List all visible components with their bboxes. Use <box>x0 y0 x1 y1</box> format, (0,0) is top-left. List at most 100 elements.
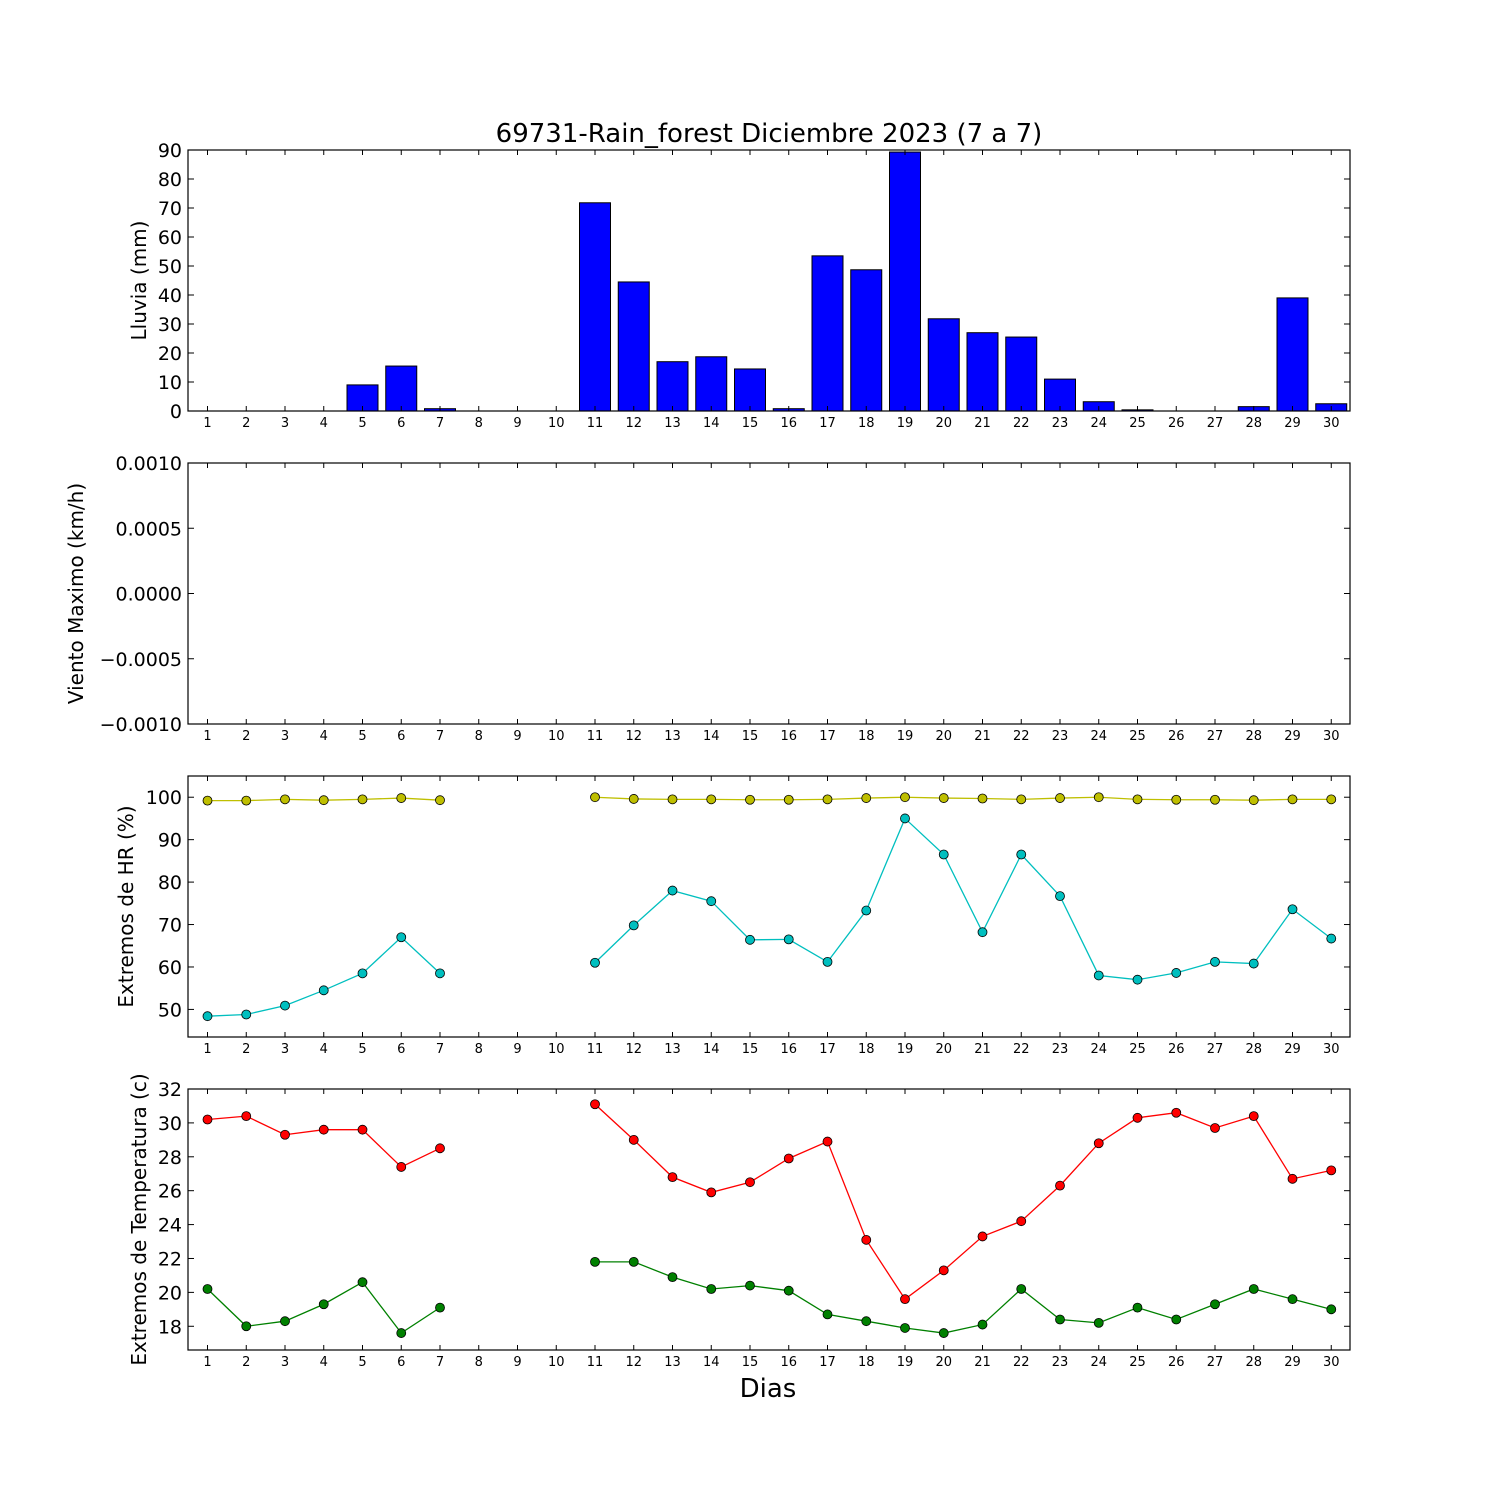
x-tick-label: 23 <box>1052 729 1069 744</box>
x-tick-label: 1 <box>203 1355 211 1370</box>
series-1-point-day-4 <box>318 795 329 806</box>
y-axis-label: Lluvia (mm) <box>127 221 151 341</box>
series-1-point-day-16 <box>783 1153 794 1164</box>
series-1-point-day-13 <box>667 794 678 805</box>
series-1-point-day-5 <box>357 1124 368 1135</box>
series-2-point-day-3 <box>280 1316 290 1327</box>
x-tick-label: 7 <box>436 729 444 744</box>
y-tick-label: 0 <box>170 401 182 423</box>
rain-bar-day-22 <box>1005 336 1038 412</box>
x-tick-label: 27 <box>1207 729 1224 744</box>
series-2-point-day-7 <box>435 1302 445 1313</box>
x-tick-label: 6 <box>397 1042 405 1057</box>
x-tick-label: 5 <box>358 1355 366 1370</box>
series-1-point-day-28 <box>1248 795 1259 806</box>
series-2-point-day-19 <box>900 1323 910 1333</box>
series-1-point-day-6 <box>396 793 407 803</box>
y-tick-label: −0.0010 <box>100 714 182 736</box>
y-axis-label: Viento Maximo (km/h) <box>64 483 88 704</box>
x-tick-label: 1 <box>203 729 211 744</box>
y-tick-label: 32 <box>158 1079 182 1101</box>
series-2-point-day-25 <box>1132 974 1143 985</box>
series-2-point-day-22 <box>1016 1284 1027 1294</box>
rain-bar-day-14 <box>695 356 728 412</box>
series-1-line-segment-2 <box>594 1103 1332 1301</box>
series-2-line-segment-2 <box>594 817 1332 981</box>
x-tick-label: 21 <box>974 1042 991 1057</box>
series-2-point-day-13 <box>667 1272 678 1283</box>
x-tick-label: 11 <box>587 416 604 431</box>
x-tick-label: 6 <box>397 729 405 744</box>
x-tick-label: 23 <box>1052 1355 1069 1370</box>
x-tick-label: 29 <box>1284 1355 1301 1370</box>
series-2-point-day-21 <box>977 927 988 938</box>
x-tick-label: 4 <box>320 1042 328 1057</box>
series-2-point-day-4 <box>318 1299 329 1310</box>
x-tick-label: 30 <box>1323 729 1340 744</box>
x-tick-label: 6 <box>397 416 405 431</box>
series-2-point-day-14 <box>706 896 717 907</box>
series-2-point-day-18 <box>861 1316 872 1327</box>
series-1-point-day-3 <box>280 1129 290 1140</box>
x-tick-label: 19 <box>897 729 914 744</box>
series-1-line-segment-1 <box>207 1115 441 1168</box>
x-tick-label: 2 <box>242 1042 250 1057</box>
rain-bar-day-23 <box>1044 378 1076 412</box>
series-2-point-day-11 <box>590 1256 600 1267</box>
rain-bar-day-20 <box>927 318 960 412</box>
series-1-point-day-19 <box>900 792 910 803</box>
x-tick-label: 11 <box>587 729 604 744</box>
rain-bar-day-18 <box>850 269 883 412</box>
x-tick-label: 18 <box>858 1355 875 1370</box>
y-tick-label: 60 <box>158 227 182 249</box>
y-tick-label: 50 <box>158 256 182 278</box>
series-1-point-day-20 <box>938 1265 949 1276</box>
x-tick-label: 28 <box>1245 1355 1262 1370</box>
x-tick-label: 26 <box>1168 729 1185 744</box>
series-2-point-day-15 <box>745 934 755 945</box>
series-2-point-day-2 <box>241 1321 252 1332</box>
x-tick-label: 5 <box>358 729 366 744</box>
x-tick-label: 10 <box>548 1042 565 1057</box>
series-2-point-day-26 <box>1171 968 1182 978</box>
x-tick-label: 28 <box>1245 416 1262 431</box>
series-1-point-day-11 <box>590 1099 600 1110</box>
y-tick-label: 90 <box>158 830 182 852</box>
y-tick-label: 60 <box>158 957 182 979</box>
series-2-point-day-19 <box>900 813 910 824</box>
x-tick-label: 27 <box>1207 416 1224 431</box>
series-1-point-day-2 <box>241 1111 252 1122</box>
series-1-point-day-2 <box>241 795 252 806</box>
x-tick-label: 29 <box>1284 416 1301 431</box>
x-tick-label: 7 <box>436 1355 444 1370</box>
x-tick-label: 20 <box>935 1355 952 1370</box>
x-tick-label: 22 <box>1013 416 1030 431</box>
series-1-point-day-26 <box>1171 794 1182 805</box>
series-1-point-day-21 <box>977 1231 988 1242</box>
y-tick-label: 26 <box>158 1181 182 1203</box>
x-tick-label: 8 <box>475 1042 483 1057</box>
y-tick-label: 90 <box>158 140 182 162</box>
series-2-point-day-25 <box>1132 1302 1143 1313</box>
x-tick-label: 20 <box>935 416 952 431</box>
y-tick-label: 40 <box>158 285 182 307</box>
y-tick-label: 24 <box>158 1215 182 1237</box>
series-1-point-day-1 <box>202 1114 213 1125</box>
series-2-point-day-21 <box>977 1319 988 1330</box>
series-2-point-day-18 <box>861 905 872 916</box>
x-tick-label: 24 <box>1090 416 1107 431</box>
x-tick-label: 2 <box>242 729 250 744</box>
y-tick-label: 28 <box>158 1147 182 1169</box>
x-tick-label: 6 <box>397 1355 405 1370</box>
y-tick-label: 80 <box>158 872 182 894</box>
x-tick-label: 11 <box>587 1355 604 1370</box>
series-1-point-day-25 <box>1132 1112 1143 1123</box>
x-tick-label: 28 <box>1245 1042 1262 1057</box>
axes-frame <box>187 462 1351 725</box>
y-tick-label: 10 <box>158 372 182 394</box>
x-tick-label: 30 <box>1323 416 1340 431</box>
x-tick-label: 18 <box>858 729 875 744</box>
y-tick-label: 0.0010 <box>116 453 182 475</box>
x-tick-label: 5 <box>358 416 366 431</box>
